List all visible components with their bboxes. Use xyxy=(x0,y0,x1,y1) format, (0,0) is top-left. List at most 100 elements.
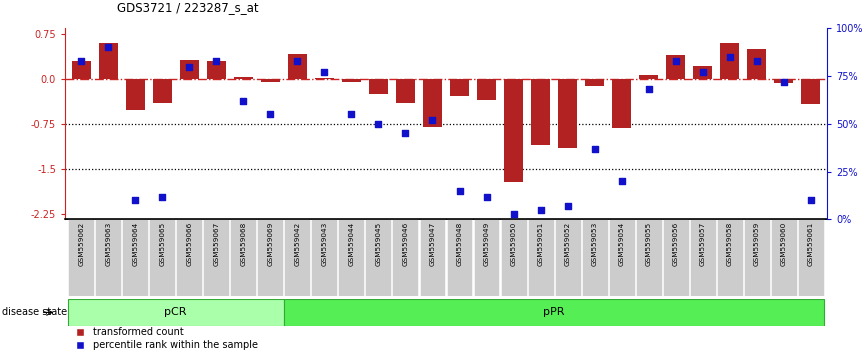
Text: GSM559063: GSM559063 xyxy=(105,222,111,266)
Text: GSM559059: GSM559059 xyxy=(753,222,759,266)
Bar xyxy=(72,61,91,79)
Point xyxy=(804,198,818,203)
Bar xyxy=(747,49,766,79)
Bar xyxy=(99,43,118,79)
Point xyxy=(533,207,547,213)
Bar xyxy=(798,219,824,296)
Text: GSM559050: GSM559050 xyxy=(511,222,516,266)
Text: GSM559066: GSM559066 xyxy=(186,222,192,266)
Text: GSM559044: GSM559044 xyxy=(348,222,354,266)
Bar xyxy=(122,219,148,296)
Text: pCR: pCR xyxy=(165,307,187,318)
Bar xyxy=(180,60,198,79)
Point xyxy=(750,58,764,64)
Text: GSM559055: GSM559055 xyxy=(646,222,652,266)
Bar xyxy=(396,79,415,103)
Bar xyxy=(152,79,171,103)
Bar xyxy=(801,79,820,104)
Bar xyxy=(636,219,662,296)
Text: GSM559065: GSM559065 xyxy=(159,222,165,266)
Bar xyxy=(149,219,175,296)
Text: GSM559067: GSM559067 xyxy=(213,222,219,266)
Bar xyxy=(559,79,577,148)
Bar xyxy=(771,219,797,296)
Text: GSM559057: GSM559057 xyxy=(700,222,706,266)
Bar xyxy=(423,79,442,127)
Bar xyxy=(392,219,418,296)
Bar xyxy=(666,55,685,79)
Bar xyxy=(504,79,523,182)
Text: GSM559053: GSM559053 xyxy=(591,222,598,266)
Text: GSM559052: GSM559052 xyxy=(565,222,571,266)
Bar xyxy=(126,79,145,110)
Bar xyxy=(234,77,253,79)
Text: GSM559047: GSM559047 xyxy=(430,222,436,266)
Point xyxy=(372,121,385,127)
Point xyxy=(507,211,520,217)
Point xyxy=(695,69,709,75)
Text: GSM559042: GSM559042 xyxy=(294,222,301,266)
Bar xyxy=(177,219,203,296)
Point xyxy=(236,98,250,104)
Text: GSM559060: GSM559060 xyxy=(781,222,787,266)
Point xyxy=(398,131,412,136)
Text: GSM559058: GSM559058 xyxy=(727,222,733,266)
Bar xyxy=(585,79,604,86)
Bar xyxy=(474,219,500,296)
Bar xyxy=(419,219,445,296)
Point xyxy=(560,203,574,209)
Point xyxy=(615,178,629,184)
Bar xyxy=(207,61,226,79)
Bar xyxy=(284,219,310,296)
Text: GSM559046: GSM559046 xyxy=(403,222,409,266)
Bar xyxy=(261,79,280,82)
Bar xyxy=(68,219,94,296)
Point xyxy=(155,194,169,199)
Bar xyxy=(721,43,740,79)
Point xyxy=(425,117,439,123)
Point xyxy=(642,87,656,92)
Bar xyxy=(717,219,743,296)
Bar xyxy=(531,79,550,145)
Text: pPR: pPR xyxy=(543,307,565,318)
Bar xyxy=(774,79,793,83)
Bar xyxy=(257,219,283,296)
Point xyxy=(290,58,304,64)
Text: disease state: disease state xyxy=(2,307,67,318)
Bar xyxy=(744,219,770,296)
Point xyxy=(210,58,223,64)
Bar xyxy=(609,219,635,296)
Bar xyxy=(288,54,307,79)
Bar xyxy=(312,219,338,296)
Text: GSM559054: GSM559054 xyxy=(618,222,624,266)
Bar xyxy=(95,219,121,296)
Text: GSM559061: GSM559061 xyxy=(808,222,814,266)
Text: GSM559048: GSM559048 xyxy=(456,222,462,266)
Bar xyxy=(639,75,658,79)
Bar xyxy=(612,79,631,128)
Bar xyxy=(315,78,333,79)
Point xyxy=(183,64,197,69)
Bar xyxy=(284,299,824,326)
Bar xyxy=(339,219,365,296)
Legend: transformed count, percentile rank within the sample: transformed count, percentile rank withi… xyxy=(70,327,258,350)
Bar xyxy=(450,79,469,96)
Point xyxy=(318,69,332,75)
Text: GSM559064: GSM559064 xyxy=(132,222,139,266)
Text: GSM559051: GSM559051 xyxy=(538,222,544,266)
Bar xyxy=(369,79,388,94)
Bar xyxy=(477,79,496,100)
Point xyxy=(263,112,277,117)
Point xyxy=(480,194,494,199)
Point xyxy=(669,58,682,64)
Bar xyxy=(582,219,608,296)
Point xyxy=(777,79,791,85)
Point xyxy=(345,112,359,117)
Text: GSM559062: GSM559062 xyxy=(78,222,84,266)
Bar xyxy=(554,219,580,296)
Text: GSM559056: GSM559056 xyxy=(673,222,679,266)
Bar xyxy=(527,219,553,296)
Text: GSM559069: GSM559069 xyxy=(268,222,274,266)
Bar xyxy=(342,79,361,82)
Point xyxy=(588,146,602,152)
